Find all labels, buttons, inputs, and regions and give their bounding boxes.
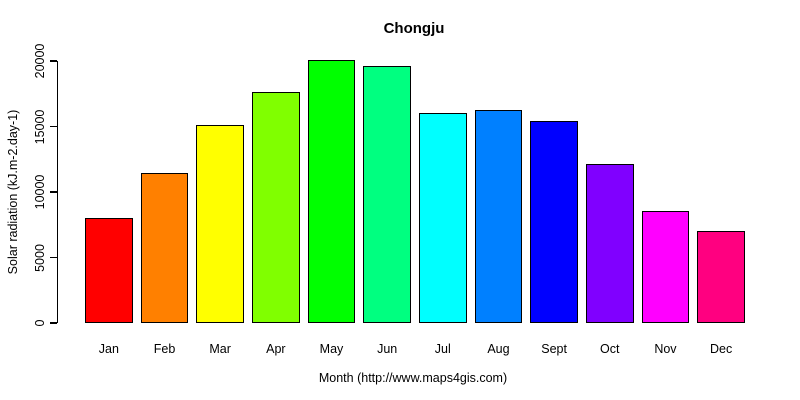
y-axis-line: [57, 60, 59, 323]
x-tick-label-jun: Jun: [377, 342, 398, 356]
x-tick-label-dec: Dec: [709, 342, 733, 356]
x-tick-label-nov: Nov: [654, 342, 677, 356]
bar-feb: [140, 173, 189, 323]
y-axis-tick: [50, 191, 57, 193]
y-axis-tick: [50, 322, 57, 324]
bar-nov: [641, 210, 690, 323]
x-tick-label-aug: Aug: [487, 342, 510, 356]
y-tick-label: 15000: [33, 109, 47, 144]
x-tick-label-apr: Apr: [266, 342, 286, 356]
bar-jun: [363, 65, 411, 323]
bar-jul: [418, 112, 467, 323]
x-tick-label-feb: Feb: [153, 342, 176, 356]
y-tick-label: 0: [33, 319, 47, 327]
bar-mar: [196, 124, 244, 323]
x-tick-label-jan: Jan: [98, 342, 119, 356]
y-axis-tick: [50, 125, 57, 128]
bar-oct: [585, 163, 634, 323]
chart-title: Chongju: [383, 20, 445, 37]
bar-may: [307, 59, 356, 323]
x-tick-label-mar: Mar: [209, 342, 231, 356]
bar-dec: [697, 230, 745, 323]
bar-apr: [251, 92, 300, 323]
x-tick-label-sept: Sept: [541, 342, 567, 356]
y-tick-label: 10000: [33, 174, 47, 210]
bar-sept: [530, 120, 578, 323]
bar-aug: [474, 110, 523, 323]
bar-jan: [85, 217, 133, 323]
x-tick-label-jul: Jul: [434, 342, 451, 356]
y-tick-label: 20000: [33, 43, 47, 79]
y-axis-tick: [50, 256, 57, 259]
x-axis-label: Month (http://www.maps4gis.com): [318, 371, 508, 385]
y-tick-label: 5000: [33, 243, 47, 272]
y-axis-tick: [50, 60, 57, 62]
x-tick-label-oct: Oct: [600, 342, 620, 356]
x-tick-label-may: May: [319, 342, 344, 356]
y-axis-label: Solar radiation (kJ.m-2.day-1): [6, 109, 20, 275]
